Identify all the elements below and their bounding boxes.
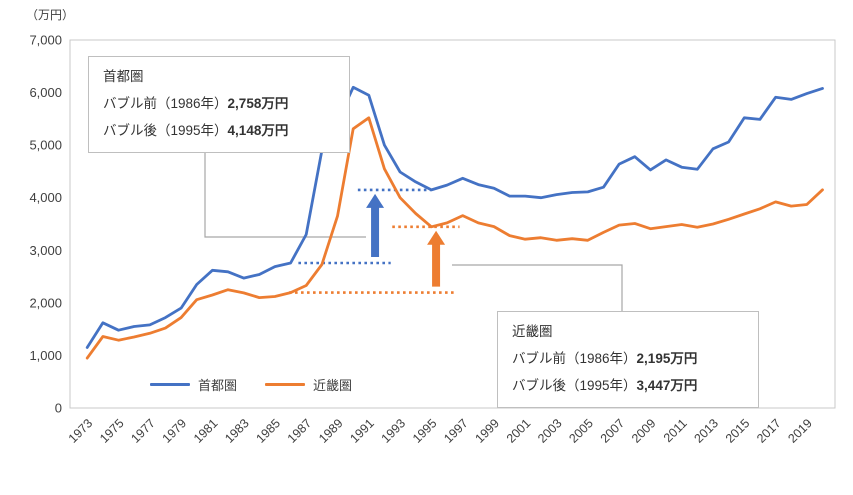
x-axis-tick-label: 1985 bbox=[253, 416, 283, 446]
y-axis-tick-label: 0 bbox=[55, 401, 62, 416]
x-axis-tick-label: 1989 bbox=[316, 416, 346, 446]
x-axis-tick-label: 1977 bbox=[128, 416, 158, 446]
shutoken-pre-bubble-label: バブル前（1986年） bbox=[103, 96, 228, 111]
bubble-gap-arrow-head-0 bbox=[366, 193, 385, 208]
kinki-pre-bubble-label: バブル前（1986年） bbox=[512, 351, 637, 366]
kinki-annotation-row: バブル前（1986年）2,195万円 bbox=[512, 345, 744, 372]
shutoken-annotation-row: バブル前（1986年）2,758万円 bbox=[103, 90, 335, 117]
shutoken-annotation-box: 首都圏 バブル前（1986年）2,758万円 バブル後（1995年）4,148万… bbox=[88, 56, 350, 153]
kinki-post-bubble-value: 3,447万円 bbox=[636, 378, 698, 393]
x-axis-tick-label: 1979 bbox=[160, 416, 190, 446]
x-axis-tick-label: 2017 bbox=[754, 416, 784, 446]
bubble-gap-arrow-head-1 bbox=[427, 230, 446, 245]
x-axis-tick-label: 1991 bbox=[347, 416, 377, 446]
y-axis-tick-label: 3,000 bbox=[29, 243, 62, 258]
legend-label-kinki: 近畿圏 bbox=[313, 378, 353, 393]
plot-border bbox=[69, 39, 836, 409]
x-axis-tick-label: 1995 bbox=[410, 416, 440, 446]
x-axis-tick-label: 2015 bbox=[723, 416, 753, 446]
legend-item-shutoken: 首都圏 bbox=[150, 375, 237, 394]
x-axis-tick-label: 1997 bbox=[441, 416, 471, 446]
x-axis-tick-label: 1987 bbox=[285, 416, 315, 446]
x-axis-tick-label: 1993 bbox=[379, 416, 409, 446]
kinki-annotation-box: 近畿圏 バブル前（1986年）2,195万円 バブル後（1995年）3,447万… bbox=[497, 311, 759, 408]
x-axis-tick-label: 1975 bbox=[97, 416, 127, 446]
kinki-pre-bubble-value: 2,195万円 bbox=[636, 351, 698, 366]
shutoken-annotation-connector bbox=[204, 142, 366, 238]
x-axis-tick-label: 1999 bbox=[473, 416, 503, 446]
x-axis-tick-label: 1983 bbox=[222, 416, 252, 446]
x-axis-tick-label: 2007 bbox=[598, 416, 628, 446]
legend: 首都圏 近畿圏 bbox=[150, 375, 352, 394]
x-axis-tick-label: 2005 bbox=[566, 416, 596, 446]
y-axis-tick-label: 6,000 bbox=[29, 85, 62, 100]
y-axis-tick-label: 1,000 bbox=[29, 348, 62, 363]
y-axis-tick-label: 4,000 bbox=[29, 190, 62, 205]
series-line-1 bbox=[85, 116, 824, 360]
x-axis-tick-label: 2001 bbox=[504, 416, 534, 446]
y-axis-unit-label: （万円） bbox=[26, 8, 75, 22]
x-axis-tick-label: 2003 bbox=[535, 416, 565, 446]
series-line-0 bbox=[85, 85, 824, 349]
x-axis-tick-label: 2013 bbox=[692, 416, 722, 446]
y-axis-tick-label: 5,000 bbox=[29, 138, 62, 153]
kinki-annotation-connector bbox=[452, 264, 623, 311]
shutoken-annotation-title: 首都圏 bbox=[103, 69, 144, 84]
x-axis-tick-label: 1973 bbox=[66, 416, 96, 446]
kinki-line-swatch bbox=[265, 383, 306, 386]
kinki-annotation-row: バブル後（1995年）3,447万円 bbox=[512, 372, 744, 399]
shutoken-post-bubble-label: バブル後（1995年） bbox=[103, 123, 228, 138]
legend-item-kinki: 近畿圏 bbox=[265, 375, 352, 394]
legend-label-shutoken: 首都圏 bbox=[198, 378, 238, 393]
shutoken-post-bubble-value: 4,148万円 bbox=[227, 123, 289, 138]
kinki-post-bubble-label: バブル後（1995年） bbox=[512, 378, 637, 393]
kinki-annotation-title: 近畿圏 bbox=[512, 324, 553, 339]
x-axis-tick-label: 2019 bbox=[785, 416, 815, 446]
shutoken-annotation-row: バブル後（1995年）4,148万円 bbox=[103, 117, 335, 144]
shutoken-pre-bubble-value: 2,758万円 bbox=[227, 96, 289, 111]
shutoken-line-swatch bbox=[150, 383, 190, 386]
x-axis-tick-label: 2011 bbox=[661, 416, 690, 445]
y-axis-tick-label: 7,000 bbox=[29, 33, 62, 48]
x-axis-tick-label: 2009 bbox=[629, 416, 659, 446]
x-axis-tick-label: 1981 bbox=[191, 416, 221, 446]
y-axis-tick-label: 2,000 bbox=[29, 295, 62, 310]
